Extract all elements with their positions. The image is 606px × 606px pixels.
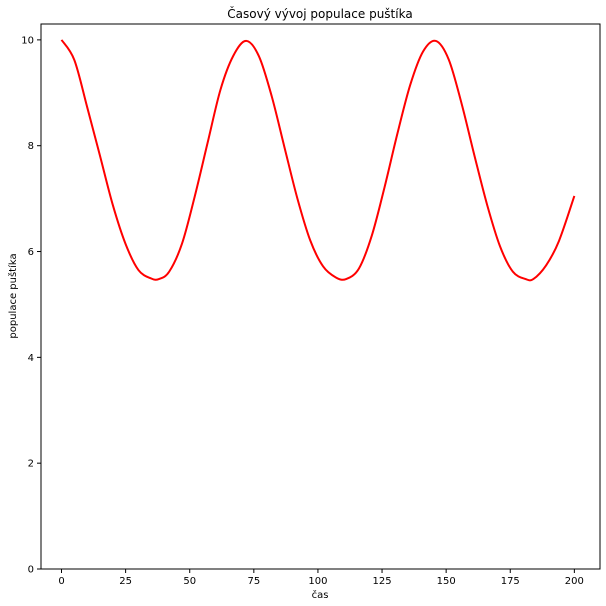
- x-tick-label: 75: [247, 576, 260, 587]
- x-axis-ticks: 0 25 50 75 100 125 150 175 200: [58, 569, 584, 587]
- x-tick-label: 125: [372, 576, 391, 587]
- series-line: [60, 39, 576, 282]
- x-tick-label: 200: [565, 576, 584, 587]
- y-tick-label: 0: [28, 565, 34, 576]
- chart-title: Časový vývoj populace puštíka: [227, 6, 412, 21]
- x-tick-label: 50: [183, 576, 196, 587]
- y-tick-label: 10: [21, 35, 34, 46]
- y-axis-label: populace puštíka: [7, 253, 19, 338]
- x-tick-label: 100: [308, 576, 327, 587]
- y-tick-label: 8: [28, 141, 34, 152]
- x-axis-label: čas: [312, 589, 329, 601]
- y-axis-ticks: 0 2 4 6 8 10: [21, 35, 41, 576]
- x-tick-label: 175: [501, 576, 520, 587]
- plot-frame: [40, 23, 601, 570]
- x-tick-label: 0: [58, 576, 64, 587]
- y-tick-label: 4: [28, 353, 34, 364]
- series-layer: [60, 39, 576, 282]
- y-tick-label: 2: [28, 459, 34, 470]
- x-tick-label: 25: [119, 576, 132, 587]
- x-tick-label: 150: [437, 576, 456, 587]
- y-tick-label: 6: [28, 247, 34, 258]
